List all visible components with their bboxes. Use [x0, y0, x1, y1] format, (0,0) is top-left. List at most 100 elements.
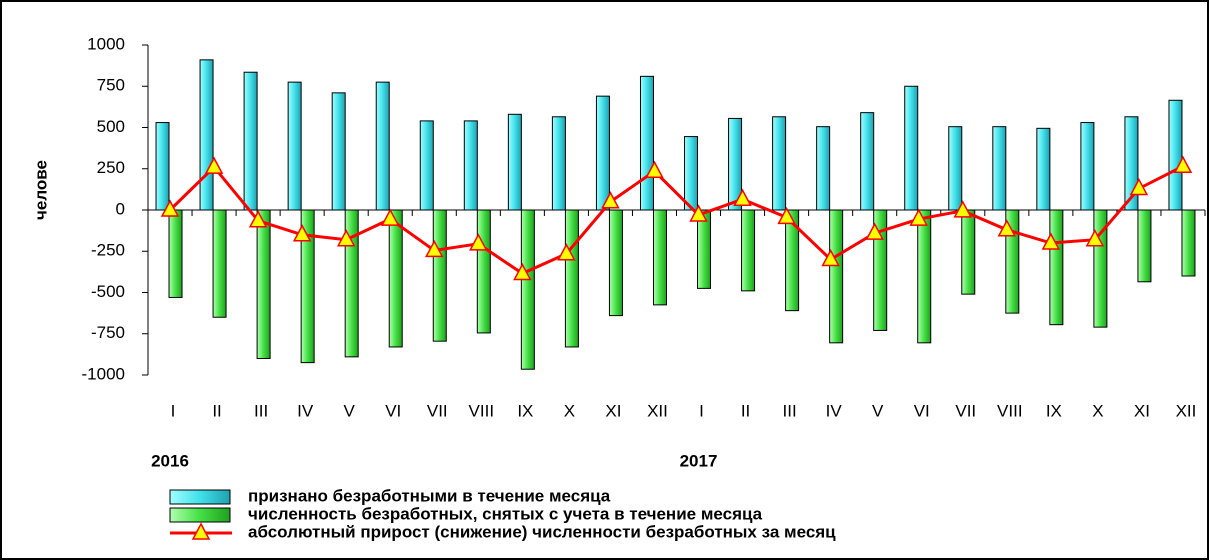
- bar: [1181, 209, 1196, 277]
- x-tick-label: X: [564, 401, 575, 420]
- bar: [608, 209, 623, 317]
- legend-label: численность безработных, снятых с учета …: [248, 504, 763, 523]
- y-tick-label: 250: [97, 158, 125, 177]
- bar: [520, 209, 535, 370]
- bar: [697, 209, 712, 289]
- y-tick-label: 0: [116, 199, 125, 218]
- marker: [909, 208, 928, 226]
- bar: [1137, 209, 1152, 283]
- marker: [1041, 232, 1061, 250]
- bar: [168, 209, 183, 298]
- bar: [639, 75, 654, 211]
- x-tick-label: XI: [1134, 401, 1150, 420]
- bar: [507, 113, 522, 211]
- marker: [292, 224, 312, 242]
- bar: [388, 209, 403, 348]
- marker: [513, 262, 532, 281]
- marker: [821, 248, 840, 267]
- bar: [476, 209, 491, 334]
- x-tick-label: IV: [297, 401, 314, 420]
- bar: [1080, 122, 1095, 211]
- marker: [601, 191, 620, 209]
- bar: [551, 116, 566, 211]
- marker: [645, 160, 664, 178]
- legend-swatch: [169, 489, 231, 505]
- y-axis-label: челове: [31, 160, 50, 220]
- x-tick-label: V: [344, 401, 356, 420]
- marker: [1129, 177, 1149, 196]
- bar: [684, 136, 699, 211]
- bar: [772, 116, 787, 211]
- y-tick-label: -750: [91, 323, 125, 342]
- y-tick-label: 750: [97, 76, 125, 95]
- legend-label: абсолютный прирост (снижение) численност…: [248, 522, 836, 541]
- bar: [199, 59, 214, 211]
- bar: [256, 209, 271, 359]
- marker: [733, 188, 752, 207]
- x-tick-label: I: [699, 401, 704, 420]
- legend-label: признано безработными в течение месяца: [248, 486, 611, 505]
- x-tick-label: X: [1092, 401, 1103, 420]
- bar: [419, 120, 434, 211]
- y-tick-label: -250: [91, 241, 125, 260]
- bar: [1049, 209, 1064, 326]
- x-tick-label: III: [254, 401, 268, 420]
- x-tick-label: XII: [1176, 401, 1197, 420]
- bar: [287, 81, 302, 211]
- y-tick-label: -1000: [82, 364, 125, 383]
- marker: [953, 200, 973, 218]
- x-tick-label: VII: [427, 401, 448, 420]
- bar: [155, 122, 170, 211]
- bar: [595, 95, 610, 211]
- x-tick-label: VI: [914, 401, 930, 420]
- bar: [212, 209, 227, 318]
- y-tick-label: 1000: [87, 34, 125, 53]
- x-tick-label: IX: [517, 401, 533, 420]
- x-tick-label: VI: [385, 401, 401, 420]
- bar: [829, 209, 844, 344]
- marker: [204, 156, 224, 174]
- bar: [948, 126, 963, 211]
- bar: [652, 209, 667, 306]
- marker: [689, 204, 708, 222]
- bar: [243, 71, 258, 211]
- bar: [1036, 127, 1051, 211]
- bar: [741, 209, 756, 292]
- bar: [432, 209, 447, 342]
- y-tick-label: -500: [91, 282, 125, 301]
- x-tick-label: V: [872, 401, 884, 420]
- x-tick-label: II: [741, 401, 750, 420]
- marker: [997, 219, 1017, 237]
- bar: [992, 126, 1007, 211]
- marker: [1173, 155, 1193, 174]
- bar: [860, 112, 875, 211]
- group-label: 2017: [680, 451, 718, 470]
- marker: [425, 239, 444, 258]
- x-tick-label: XI: [605, 401, 621, 420]
- marker: [160, 199, 180, 217]
- legend-marker: [191, 522, 211, 540]
- marker: [1085, 229, 1105, 247]
- marker: [557, 243, 576, 261]
- marker: [865, 222, 884, 240]
- x-tick-label: II: [212, 401, 221, 420]
- x-tick-label: IX: [1046, 401, 1062, 420]
- x-tick-label: VIII: [997, 401, 1023, 420]
- bar: [331, 92, 346, 211]
- y-tick-label: 500: [97, 117, 125, 136]
- marker: [380, 208, 400, 226]
- bar: [816, 126, 831, 211]
- bar: [564, 209, 579, 348]
- x-tick-label: VII: [955, 401, 976, 420]
- bar: [463, 120, 478, 211]
- marker: [336, 229, 356, 247]
- legend-swatch: [169, 507, 231, 523]
- group-label: 2016: [151, 451, 189, 470]
- bar: [917, 209, 932, 344]
- marker: [248, 210, 268, 228]
- x-tick-label: IV: [826, 401, 843, 420]
- marker: [777, 206, 796, 225]
- marker: [469, 233, 488, 251]
- x-tick-label: I: [171, 401, 176, 420]
